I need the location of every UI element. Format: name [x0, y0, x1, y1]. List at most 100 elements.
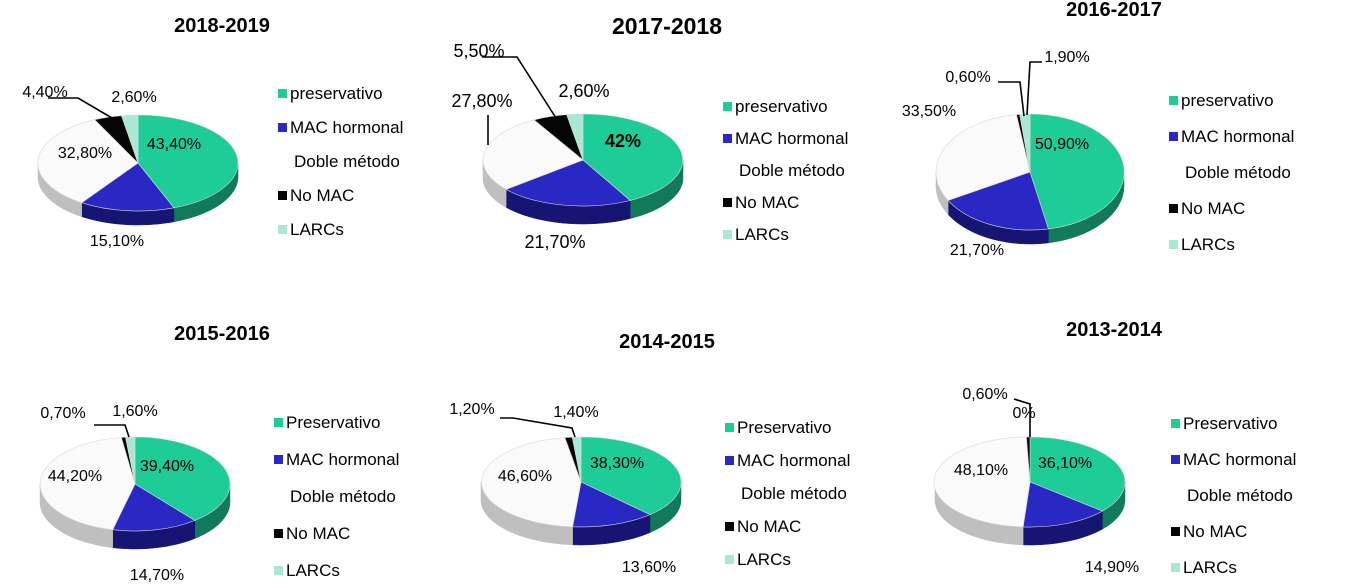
data-label-mac-hormonal: 21,70%: [950, 242, 1004, 259]
pie-slice-preservativo: [582, 113, 684, 201]
data-label-no-mac: 1,20%: [449, 401, 494, 418]
pie-slice-mac-hormonal: [572, 481, 651, 528]
data-label-mac-hormonal: 13,60%: [622, 559, 676, 576]
data-label-doble-metodo: 46,60%: [498, 468, 552, 485]
legend-item-larcs: LARCs: [1181, 235, 1235, 254]
leader-line: [482, 56, 557, 119]
leader-line: [1013, 398, 1031, 437]
pie-chart-2015-2016: 2015-2016 39,40% 14,70% 44,20% 0,70% 1,60% Pre…: [39, 323, 399, 584]
legend-swatch-preservativo: [278, 89, 287, 98]
pie-slice-doble-metodo: [482, 119, 584, 190]
legend-item-mac-hormonal: MAC hormonal: [286, 450, 399, 469]
data-label-doble-metodo: 27,80%: [451, 91, 512, 111]
pie-slice-doble-metodo: [935, 114, 1031, 201]
data-label-larcs: 2,60%: [111, 89, 156, 106]
legend-item-doble-metodo: Doble método: [1185, 163, 1291, 182]
legend-item-doble-metodo: Doble método: [741, 484, 847, 503]
legend-item-no-mac: No MAC: [290, 186, 354, 205]
pie-chart-2016-2017: 2016-2017 50,90% 21,70% 33,50% 0,60% 1,90% pre…: [902, 0, 1295, 259]
legend-item-mac-hormonal: MAC hormonal: [1181, 127, 1294, 146]
legend-swatch-larcs: [725, 555, 734, 564]
legend-item-doble-metodo: Doble método: [290, 487, 396, 506]
legend-item-doble-metodo: Doble método: [1187, 486, 1293, 505]
chart-title: 2017-2018: [612, 13, 722, 39]
legend-swatch-no-mac: [723, 198, 732, 207]
legend-swatch-larcs: [278, 225, 287, 234]
data-label-larcs: 2,60%: [558, 81, 609, 101]
legend-item-preservativo: preservativo: [1181, 91, 1274, 110]
data-label-preservativo: 42%: [605, 131, 641, 151]
pie-slice-preservativo: [137, 114, 239, 209]
data-label-preservativo: 50,90%: [1035, 136, 1089, 153]
data-label-doble-metodo: 32,80%: [58, 145, 112, 162]
pie-slice-preservativo: [1029, 436, 1126, 512]
pie-slice-larcs: [571, 436, 582, 483]
pie-slice-preservativo: [134, 436, 231, 521]
data-label-mac-hormonal: 14,90%: [1085, 559, 1139, 576]
data-label-no-mac: 4,40%: [22, 84, 67, 101]
chart-title: 2015-2016: [174, 323, 270, 345]
legend-item-mac-hormonal: MAC hormonal: [735, 129, 848, 148]
legend-item-larcs: LARCs: [737, 550, 791, 569]
legend-swatch-no-mac: [1171, 527, 1180, 536]
data-label-larcs: 1,90%: [1044, 49, 1089, 66]
legend-swatch-preservativo: [725, 423, 734, 432]
legend-swatch-preservativo: [1169, 96, 1178, 105]
leader-line: [48, 97, 113, 119]
data-label-preservativo: 36,10%: [1038, 455, 1092, 472]
pie-slice-larcs: [121, 114, 139, 164]
legend-swatch-mac-hormonal: [1171, 455, 1180, 464]
data-label-no-mac: 0,60%: [945, 69, 990, 86]
leader-line: [1026, 61, 1042, 116]
legend-swatch-no-mac: [278, 191, 287, 200]
legend-item-doble-metodo: Doble método: [294, 152, 400, 171]
legend-item-mac-hormonal: MAC hormonal: [290, 118, 403, 137]
legend-swatch-larcs: [1171, 563, 1180, 572]
leader-line: [94, 424, 130, 438]
chart-title: 2013-2014: [1066, 319, 1163, 341]
leader-line: [998, 81, 1025, 117]
data-label-no-mac: 0,70%: [40, 405, 85, 422]
legend-item-doble-metodo: Doble método: [739, 161, 845, 180]
legend-swatch-mac-hormonal: [274, 455, 283, 464]
data-label-larcs: 1,40%: [553, 404, 598, 421]
chart-title: 2014-2015: [619, 331, 715, 353]
legend-swatch-no-mac: [274, 529, 283, 538]
data-label-no-mac: 5,50%: [453, 41, 504, 61]
pie-chart-2018-2019: 2018-2019 43,40% 15,10% 32,80% 4,40% 2,60% pre…: [22, 15, 403, 250]
legend-swatch-no-mac: [725, 522, 734, 531]
pie-slice-doble-metodo: [481, 437, 582, 528]
chart-title: 2016-2017: [1066, 0, 1162, 21]
legend-item-preservativo: Preservativo: [1183, 414, 1277, 433]
legend-swatch-mac-hormonal: [723, 134, 732, 143]
pie-slice-larcs: [1019, 113, 1031, 173]
legend-item-preservativo: preservativo: [290, 84, 383, 103]
pie-slice-mac-hormonal: [947, 171, 1049, 231]
pie-slice-doble-metodo: [39, 437, 136, 531]
pie-chart-2017-2018: 2017-2018 42% 21,70% 27,80% 5,50% 2,60% preser…: [451, 13, 848, 252]
legend-item-preservativo: preservativo: [735, 97, 828, 116]
legend-item-larcs: LARCs: [1183, 558, 1237, 577]
leader-line: [500, 417, 576, 438]
data-label-mac-hormonal: 21,70%: [524, 232, 585, 252]
data-label-preservativo: 38,30%: [590, 455, 644, 472]
legend-item-no-mac: No MAC: [1181, 199, 1245, 218]
legend-item-larcs: LARCs: [286, 561, 340, 580]
legend-item-mac-hormonal: MAC hormonal: [737, 451, 850, 470]
data-label-doble-metodo: 44,20%: [48, 468, 102, 485]
legend-swatch-preservativo: [1171, 419, 1180, 428]
data-label-doble-metodo: 48,10%: [954, 462, 1008, 479]
legend-item-no-mac: No MAC: [735, 193, 799, 212]
legend-item-preservativo: Preservativo: [737, 418, 831, 437]
legend-item-no-mac: No MAC: [737, 517, 801, 536]
data-label-mac-hormonal: 15,10%: [90, 233, 144, 250]
pie-slice-larcs: [566, 113, 584, 161]
data-label-doble-metodo: 33,50%: [902, 103, 956, 120]
legend-swatch-larcs: [723, 230, 732, 239]
pie-slice-preservativo: [1029, 113, 1125, 230]
pie-slice-mac-hormonal: [1022, 481, 1104, 528]
data-label-larcs: 0%: [1012, 405, 1035, 422]
pie-chart-2013-2014: 2013-2014 36,10% 14,90% 48,10% 0,60% 0% Preser…: [933, 319, 1296, 577]
legend-item-mac-hormonal: MAC hormonal: [1183, 450, 1296, 469]
